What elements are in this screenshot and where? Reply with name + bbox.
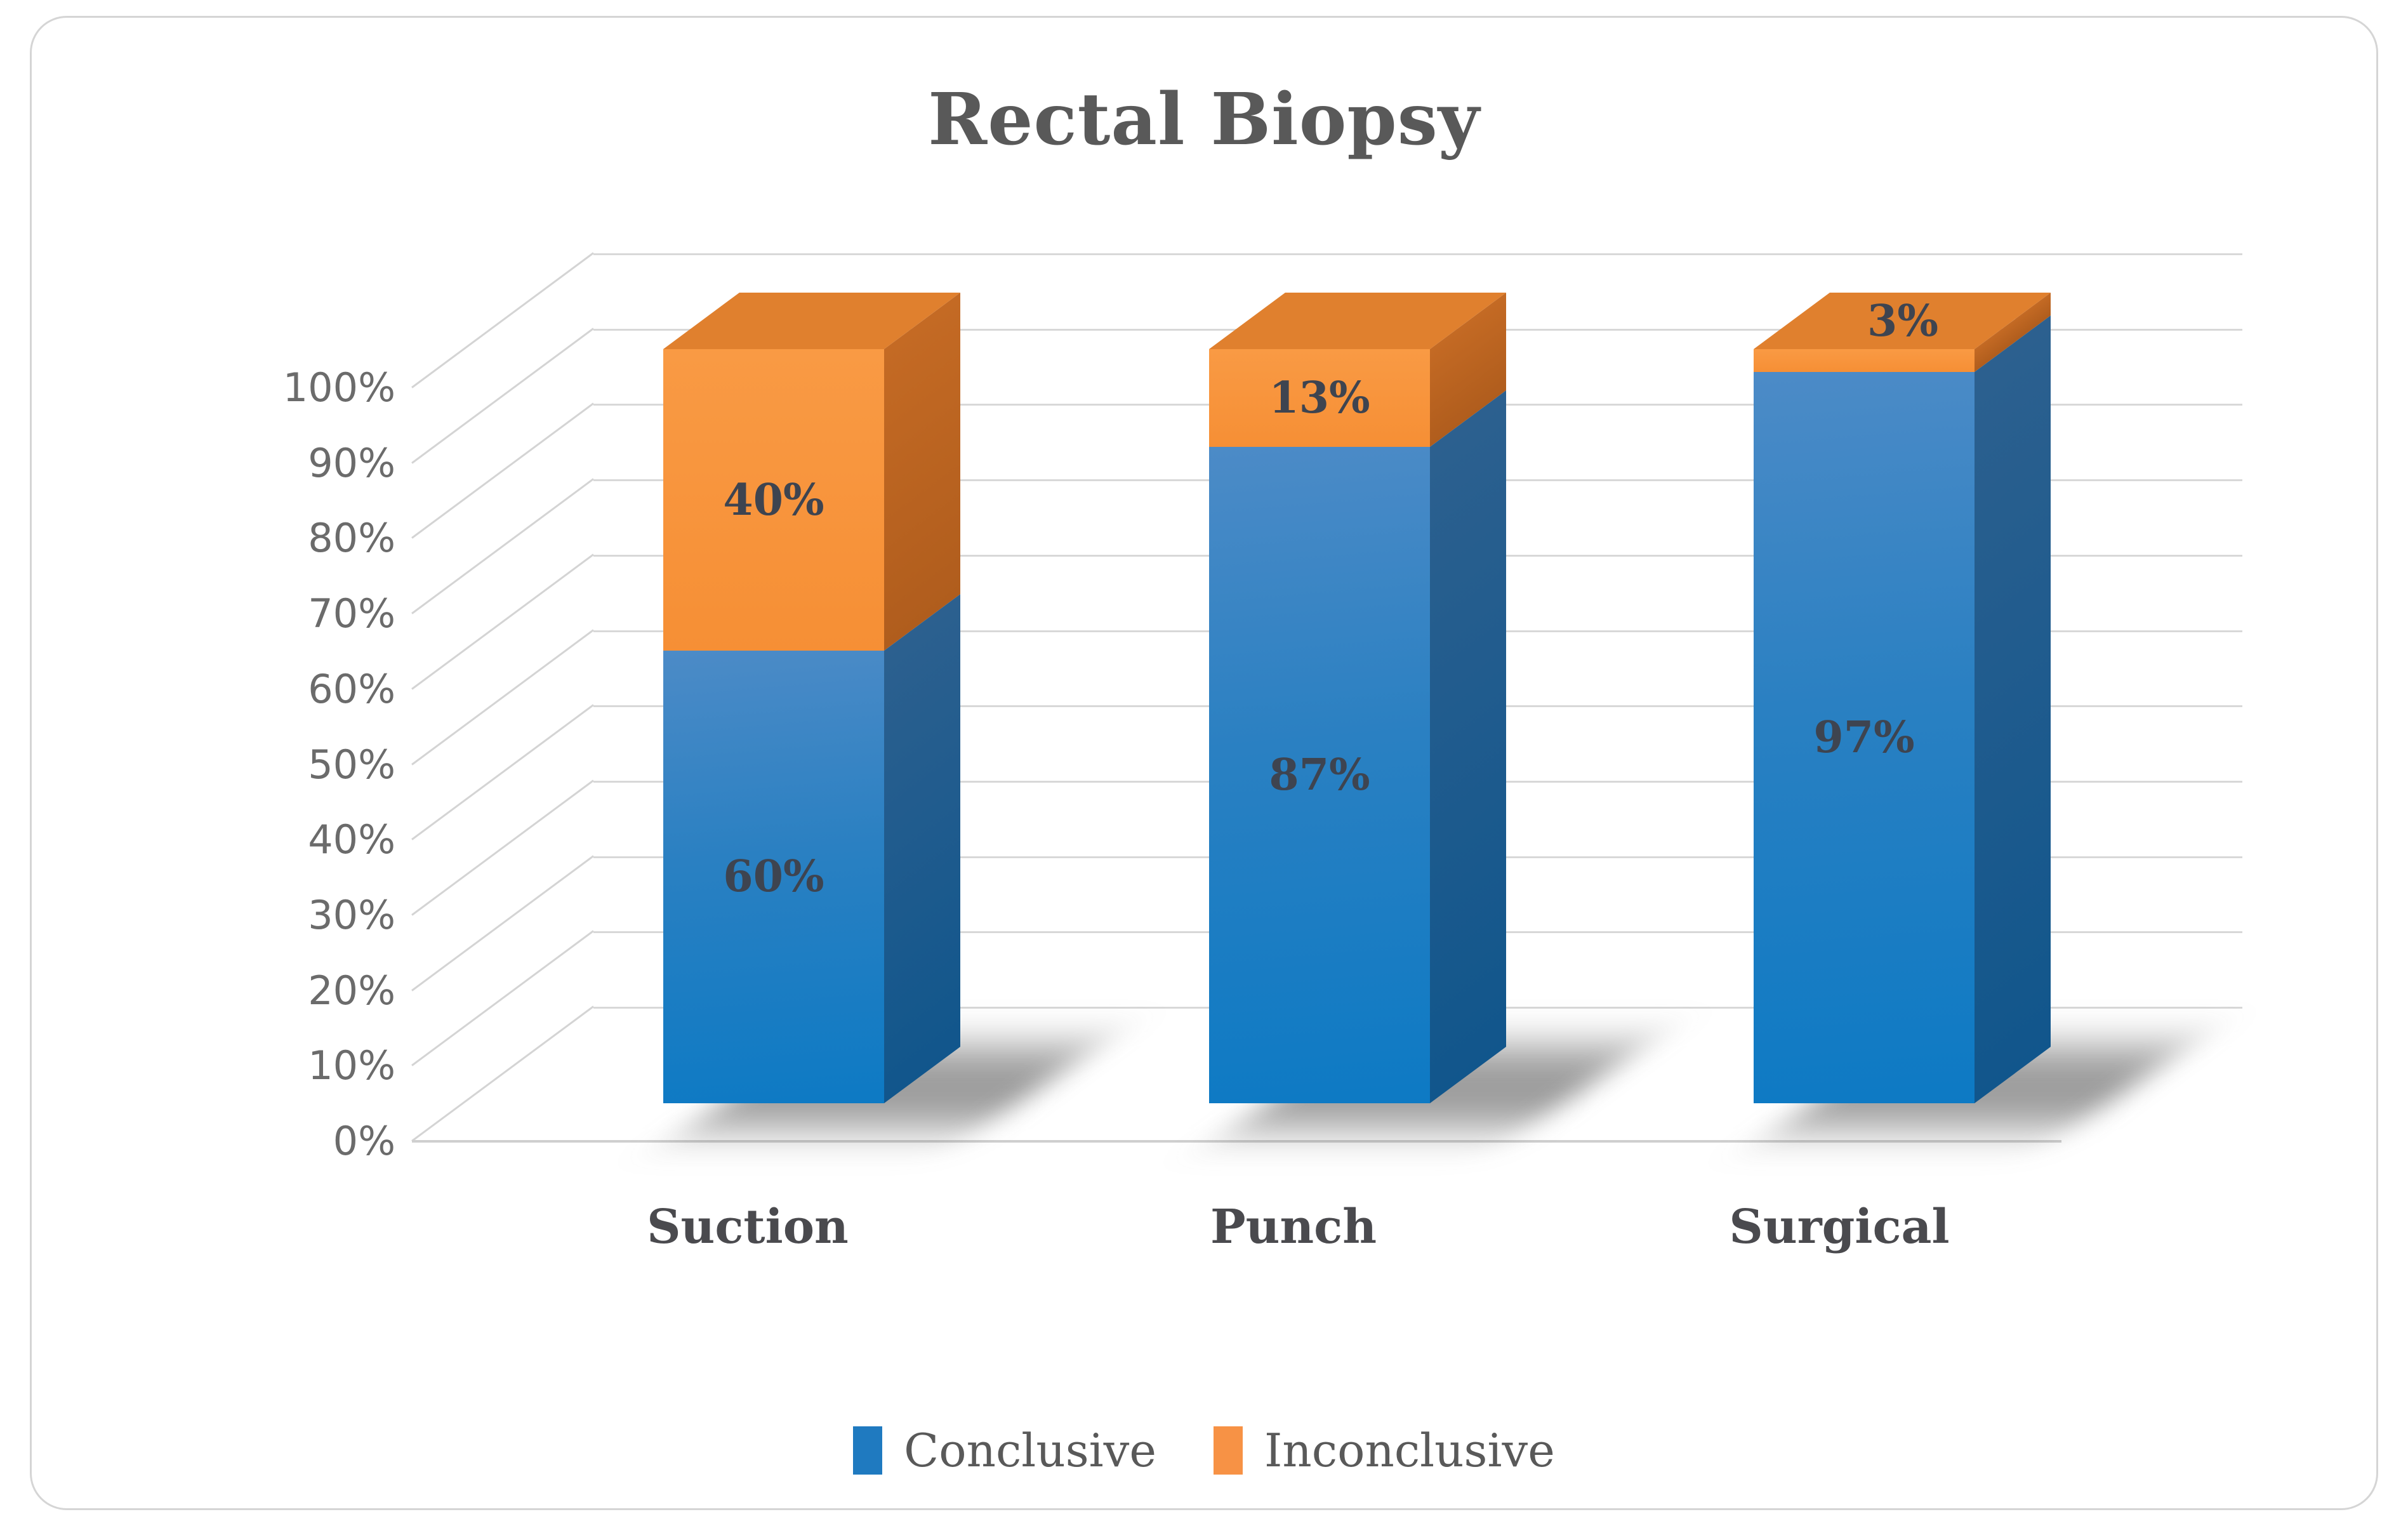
depth-line [411, 780, 594, 916]
y-tick-40: 40% [308, 816, 395, 863]
depth-line [411, 855, 594, 992]
y-tick-0: 0% [333, 1118, 395, 1164]
bar-segment-inconclusive [1754, 349, 1975, 372]
legend-item-inconclusive: Inconclusive [1213, 1424, 1555, 1477]
depth-line [411, 252, 594, 388]
floor-edge [412, 1140, 2061, 1143]
data-label-inconclusive: 13% [1269, 373, 1370, 423]
data-label-conclusive: 87% [1269, 750, 1370, 800]
bar-segment-inconclusive [663, 349, 884, 651]
bar-side-conclusive [884, 594, 960, 1103]
category-label-suction: Suction [647, 1200, 849, 1254]
legend-swatch-inconclusive-icon [1213, 1426, 1243, 1475]
depth-line [411, 930, 594, 1066]
legend-label-inconclusive: Inconclusive [1264, 1424, 1555, 1477]
bar-side-inconclusive [884, 293, 960, 651]
depth-line [411, 328, 594, 464]
legend-label-conclusive: Conclusive [904, 1424, 1156, 1477]
depth-line [411, 478, 594, 614]
y-tick-50: 50% [308, 741, 395, 788]
plot-area: 100% 90% 80% 70% 60% 50% 40% 30% 20% 10%… [32, 18, 2380, 1484]
depth-line [411, 629, 594, 766]
y-tick-70: 70% [308, 590, 395, 637]
depth-line [411, 1005, 594, 1142]
bar-segment-conclusive [1209, 447, 1430, 1103]
y-tick-90: 90% [308, 440, 395, 486]
category-label-punch: Punch [1210, 1200, 1377, 1254]
legend: Conclusive Inconclusive [32, 1424, 2376, 1477]
data-label-inconclusive: 3% [1867, 296, 1938, 347]
legend-swatch-conclusive-icon [853, 1426, 883, 1475]
bar-side-conclusive [1975, 315, 2051, 1104]
y-tick-10: 10% [308, 1042, 395, 1089]
data-label-conclusive: 97% [1813, 712, 1915, 763]
bar-segment-conclusive [1754, 372, 1975, 1103]
gridline [593, 253, 2242, 255]
depth-line [411, 402, 594, 539]
y-tick-60: 60% [308, 666, 395, 712]
chart-title: Rectal Biopsy [928, 78, 1480, 161]
chart-card: Rectal Biopsy 100% 90% 80% 70% 60% 50% [30, 16, 2378, 1510]
bar-segment-inconclusive [1209, 349, 1430, 447]
y-tick-20: 20% [308, 967, 395, 1014]
data-label-inconclusive: 40% [723, 475, 824, 526]
category-label-surgical: Surgical [1729, 1200, 1950, 1254]
y-tick-80: 80% [308, 515, 395, 561]
y-tick-30: 30% [308, 892, 395, 938]
legend-item-conclusive: Conclusive [853, 1424, 1156, 1477]
depth-line [411, 704, 594, 840]
y-tick-100: 100% [282, 364, 395, 411]
bar-side-conclusive [1430, 390, 1506, 1103]
data-label-conclusive: 60% [723, 851, 824, 902]
bar-segment-conclusive [663, 651, 884, 1103]
depth-line [411, 554, 594, 690]
